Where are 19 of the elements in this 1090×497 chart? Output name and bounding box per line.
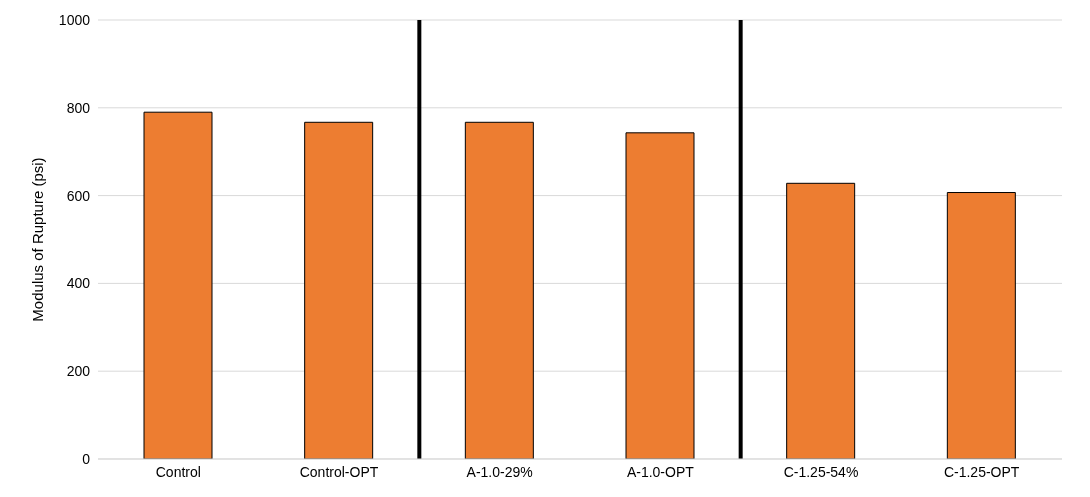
bar xyxy=(946,192,1016,459)
bar xyxy=(304,121,374,459)
y-tick-label: 600 xyxy=(66,187,91,204)
bar xyxy=(143,111,213,459)
bar xyxy=(464,121,534,459)
x-tick-label: A-1.0-OPT xyxy=(626,463,695,480)
bar xyxy=(625,132,695,459)
x-tick-label: A-1.0-29% xyxy=(466,463,533,480)
y-tick-label: 400 xyxy=(66,275,91,292)
y-axis-title: Modulus of Rupture (psi) xyxy=(29,157,47,322)
bar xyxy=(786,182,856,459)
y-tick-label: 200 xyxy=(66,363,91,380)
y-tick-label: 800 xyxy=(66,99,91,116)
x-tick-label: C-1.25-OPT xyxy=(943,463,1020,480)
y-tick-label: 0 xyxy=(82,450,91,467)
x-tick-label: C-1.25-54% xyxy=(783,463,859,480)
x-tick-label: Control-OPT xyxy=(299,463,379,480)
y-tick-label: 1000 xyxy=(58,11,91,28)
x-tick-label: Control xyxy=(155,463,201,480)
